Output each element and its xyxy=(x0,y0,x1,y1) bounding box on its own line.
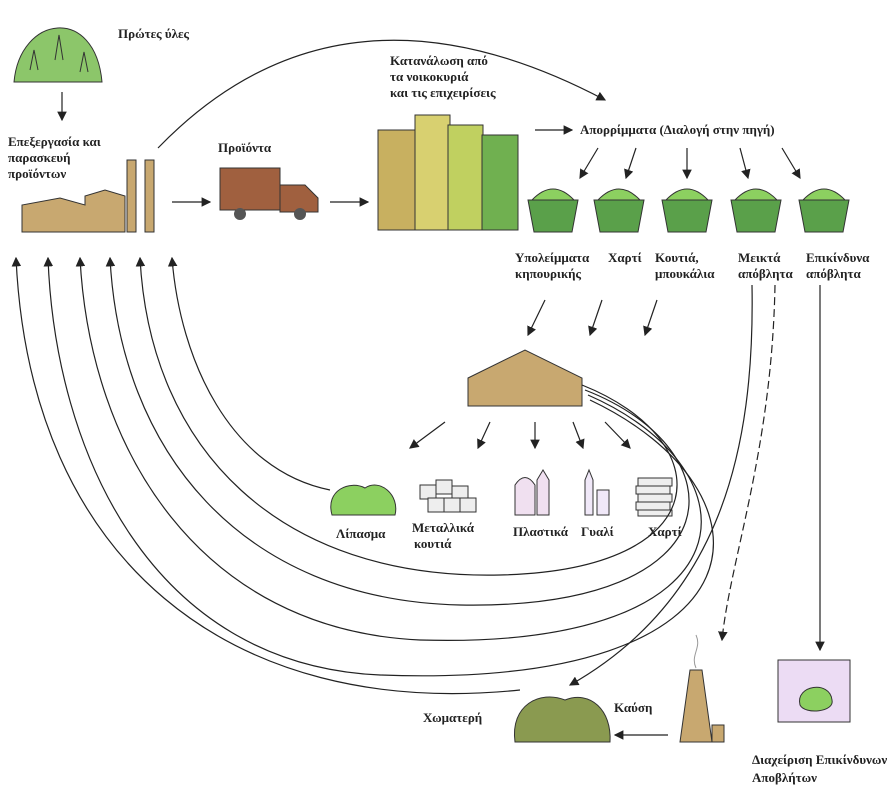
label: Χωματερή xyxy=(423,710,482,725)
label: απόβλητα xyxy=(806,266,861,281)
label: προϊόντων xyxy=(8,166,66,181)
label: μπουκάλια xyxy=(655,266,715,281)
label: Καύση xyxy=(614,700,652,715)
label: Αποβλήτων xyxy=(752,770,817,785)
label: Επικίνδυνα xyxy=(806,250,870,265)
label: Υπολείμματα xyxy=(515,250,590,265)
label: Χαρτί xyxy=(648,524,682,539)
label: Μεταλλικά xyxy=(412,520,475,535)
label: Κουτιά, xyxy=(655,250,699,265)
label: Πρώτες ύλες xyxy=(118,26,190,41)
label: και τις επιχειρίσεις xyxy=(390,85,496,100)
label: Χαρτί xyxy=(608,250,642,265)
label: Προϊόντα xyxy=(218,140,272,155)
label: απόβλητα xyxy=(738,266,793,281)
label: τα νοικοκυριά xyxy=(390,69,469,84)
label: Μεικτά xyxy=(738,250,781,265)
label: Κατανάλωση από xyxy=(390,53,488,68)
label: Διαχείριση Επικίνδυνων xyxy=(752,752,887,767)
label: Απορρίμματα (Διαλογή στην πηγή) xyxy=(580,122,775,137)
label: Πλαστικά xyxy=(513,524,569,539)
recycling-diagram: Πρώτες ύλες Επεξεργασία και παρασκευή πρ… xyxy=(0,0,893,795)
label: παρασκευή xyxy=(8,150,71,165)
label: κουτιά xyxy=(414,536,452,551)
label: Γυαλί xyxy=(581,524,614,539)
label: κηπουρικής xyxy=(515,266,582,281)
label: Επεξεργασία και xyxy=(8,134,101,149)
label: Λίπασμα xyxy=(336,526,386,541)
